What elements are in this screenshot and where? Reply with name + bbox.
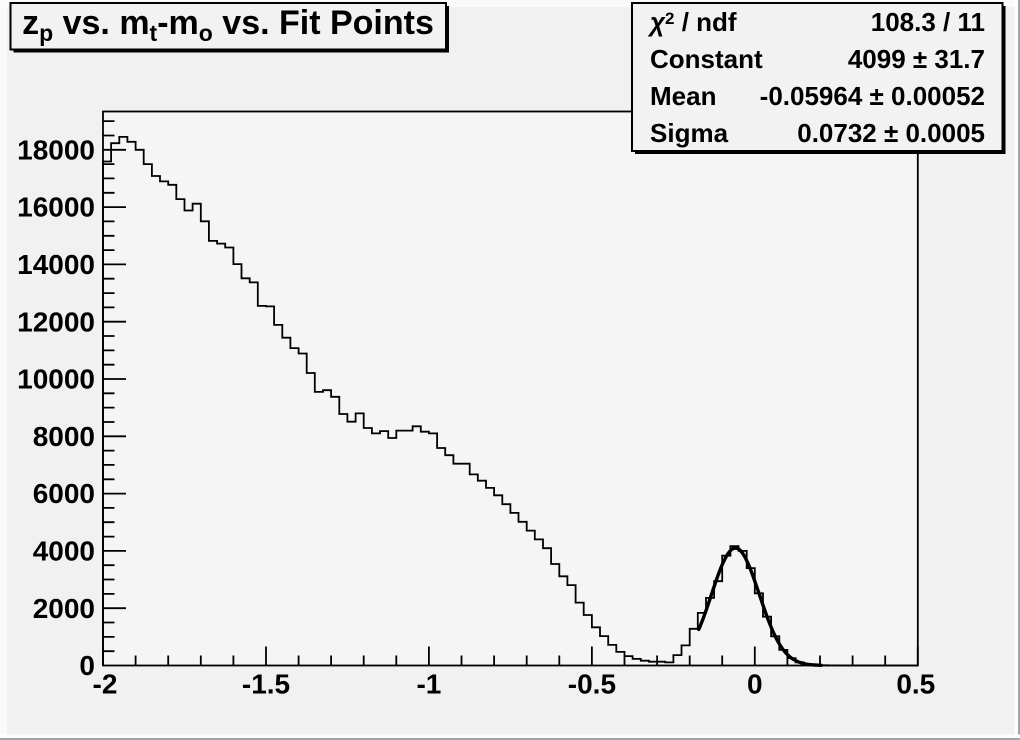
svg-text:-1: -1 [416, 669, 441, 700]
svg-text:4000: 4000 [33, 536, 95, 567]
svg-text:8000: 8000 [33, 421, 95, 452]
svg-text:-0.5: -0.5 [568, 669, 616, 700]
svg-text:12000: 12000 [17, 306, 95, 337]
svg-text:10000: 10000 [17, 364, 95, 395]
svg-text:-0.05964 ± 0.00052: -0.05964 ± 0.00052 [760, 81, 985, 111]
svg-text:-1.5: -1.5 [242, 669, 290, 700]
svg-text:Mean: Mean [650, 81, 716, 111]
svg-text:0.5: 0.5 [896, 669, 935, 700]
svg-text:0: 0 [747, 669, 763, 700]
svg-text:χ2 / ndf: χ2 / ndf [647, 7, 737, 37]
svg-text:18000: 18000 [17, 134, 95, 165]
svg-text:0.0732 ± 0.0005: 0.0732 ± 0.0005 [797, 118, 985, 148]
svg-text:-2: -2 [93, 669, 118, 700]
svg-text:4099 ± 31.7: 4099 ± 31.7 [848, 44, 985, 74]
svg-text:108.3 / 11: 108.3 / 11 [871, 7, 985, 37]
svg-text:0: 0 [79, 650, 95, 681]
svg-text:Constant: Constant [650, 44, 763, 74]
svg-text:14000: 14000 [17, 249, 95, 280]
svg-text:zp vs. mt-mo vs. Fit Points: zp vs. mt-mo vs. Fit Points [22, 4, 434, 46]
svg-text:Sigma: Sigma [650, 118, 729, 148]
svg-text:2000: 2000 [33, 593, 95, 624]
svg-text:6000: 6000 [33, 478, 95, 509]
svg-text:16000: 16000 [17, 192, 95, 223]
